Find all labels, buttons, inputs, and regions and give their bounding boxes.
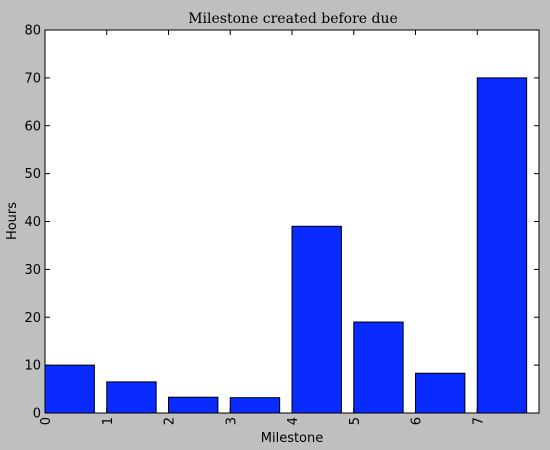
bar-6 xyxy=(415,372,466,414)
bar-4 xyxy=(291,225,342,414)
bar-7 xyxy=(476,77,528,414)
x-tick-label: 4 xyxy=(286,417,301,425)
y-tick-label: 80 xyxy=(24,24,41,39)
bars-group xyxy=(44,77,528,414)
bar-0 xyxy=(44,364,95,414)
y-tick-label: 60 xyxy=(24,119,41,134)
bar-5 xyxy=(353,321,404,414)
x-tick-label: 7 xyxy=(471,417,486,425)
y-tick-label: 40 xyxy=(24,215,41,230)
y-tick-label: 20 xyxy=(24,311,41,326)
y-tick-label: 0 xyxy=(33,407,41,422)
chart-title: Milestone created before due xyxy=(188,11,398,27)
bar-2 xyxy=(168,396,219,414)
y-tick-label: 30 xyxy=(24,263,41,278)
x-tick-label: 5 xyxy=(348,417,363,425)
x-axis-label: Milestone xyxy=(261,431,324,446)
x-tick-label: 1 xyxy=(101,417,116,425)
x-tick-label: 0 xyxy=(39,417,54,425)
y-tick-label: 10 xyxy=(24,359,41,374)
x-tick-label: 6 xyxy=(410,417,425,425)
x-tick-label: 2 xyxy=(163,417,178,425)
bar-3 xyxy=(229,397,281,414)
x-axis-ticks: 0 1 2 3 4 5 6 7 xyxy=(39,30,486,425)
y-tick-label: 50 xyxy=(24,167,41,182)
x-tick-label: 3 xyxy=(224,417,239,425)
y-axis-label: Hours xyxy=(5,202,20,240)
bar-1 xyxy=(106,381,157,414)
y-tick-label: 70 xyxy=(24,71,41,86)
